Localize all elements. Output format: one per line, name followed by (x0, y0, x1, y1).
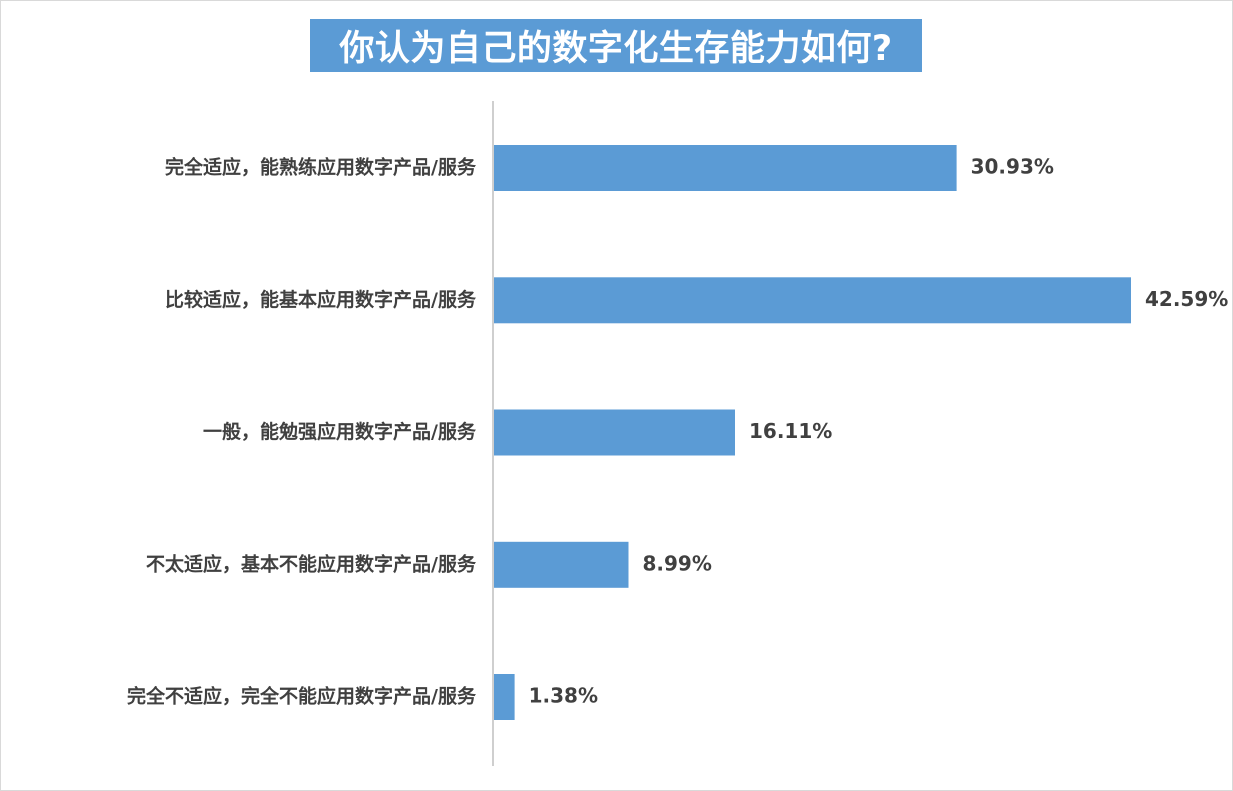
category-label-5: 完全不适应，完全不能应用数字产品/服务 (127, 685, 477, 708)
bar-4 (494, 541, 629, 588)
value-label-4: 8.99% (643, 551, 712, 575)
category-label-4: 不太适应，基本不能应用数字产品/服务 (146, 552, 477, 575)
chart-title: 你认为自己的数字化生存能力如何? (339, 29, 893, 69)
bar-group: 完全适应，能熟练应用数字产品/服务 30.93% 比较适应，能基本应用数字产品/服务… (127, 145, 1228, 720)
value-label-2: 42.59% (1145, 287, 1228, 311)
bar-2 (494, 277, 1131, 324)
category-label-1: 完全适应，能熟练应用数字产品/服务 (165, 156, 477, 179)
value-label-3: 16.11% (749, 419, 832, 443)
value-label-5: 1.38% (529, 684, 598, 708)
value-label-1: 30.93% (971, 155, 1054, 179)
category-label-2: 比较适应，能基本应用数字产品/服务 (165, 288, 477, 311)
category-label-3: 一般，能勉强应用数字产品/服务 (203, 420, 477, 443)
bar-5 (494, 674, 515, 720)
chart-title-banner: 你认为自己的数字化生存能力如何? (310, 19, 922, 72)
bar-1 (494, 145, 957, 191)
bar-3 (494, 409, 735, 456)
